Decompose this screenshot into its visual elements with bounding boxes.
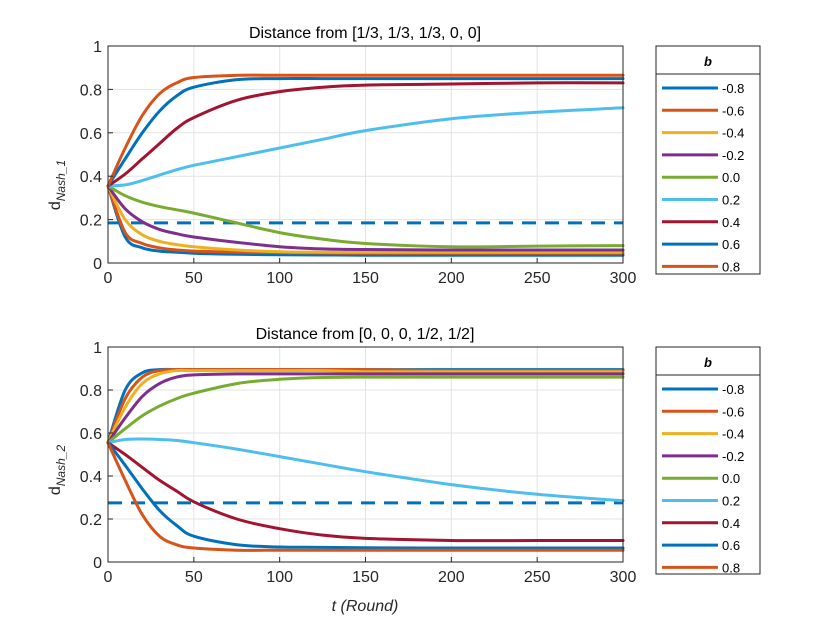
top-y-axis-label-sub: Nash_1 (54, 160, 68, 201)
top-ticks: 0 50 100 150 200 250 300 0 0.2 0.4 0.6 0.8 1 (80, 39, 637, 287)
top-series-line-0 (106, 184, 625, 257)
bottom-legend-label-1: -0.6 (722, 404, 744, 419)
bottom-x-tick-label-2: 100 (266, 569, 293, 586)
top-legend-label-7: 0.6 (722, 237, 740, 252)
top-y-tick-label-1: 0.2 (80, 213, 102, 230)
bottom-y-tick-label-4: 0.8 (80, 383, 102, 400)
top-legend-label-6: 0.4 (722, 215, 740, 230)
bottom-x-tick-label-0: 0 (104, 569, 113, 586)
bottom-series-group (106, 367, 625, 552)
bottom-chart-title: Distance from [0, 0, 0, 1/2, 1/2] (256, 326, 475, 343)
bottom-x-tick-label-6: 300 (610, 569, 637, 586)
bottom-y-tick-label-5: 1 (93, 340, 102, 357)
bottom-series-line-6 (106, 441, 625, 543)
bottom-ticks: 0 50 100 150 200 250 300 0 0.2 0.4 0.6 0.8 1 (80, 340, 637, 586)
bottom-y-axis-label: dNash_2 (47, 445, 68, 496)
top-series-line-7 (106, 77, 625, 188)
bottom-y-axis-label-sub: Nash_2 (54, 445, 68, 487)
top-y-tick-label-3: 0.6 (80, 126, 102, 143)
top-y-axis-label: dNash_1 (47, 160, 68, 210)
bottom-legend-label-2: -0.4 (722, 427, 744, 442)
top-legend-label-5: 0.2 (722, 193, 740, 208)
top-legend-label-1: -0.6 (722, 103, 744, 118)
top-legend-label-8: 0.8 (722, 259, 740, 274)
bottom-legend: b -0.8 -0.6 -0.4 -0.2 0.0 0.2 0.4 0.6 0.8 (655, 346, 761, 575)
top-y-tick-label-0: 0 (93, 256, 102, 273)
top-y-tick-label-2: 0.4 (80, 169, 102, 186)
top-series-line-6 (106, 81, 625, 188)
top-series-line-8 (106, 73, 625, 188)
top-series-line-5 (106, 106, 625, 188)
top-x-tick-label-0: 0 (104, 270, 113, 287)
x-axis-label: t (Round) (332, 598, 399, 615)
bottom-legend-label-4: 0.0 (722, 471, 740, 486)
bottom-x-tick-label-3: 150 (352, 569, 379, 586)
bottom-y-tick-label-1: 0.2 (80, 512, 102, 529)
bottom-series-line-8 (106, 441, 625, 552)
top-legend-title: b (704, 54, 712, 69)
bottom-x-tick-label-1: 50 (185, 569, 203, 586)
bottom-y-tick-label-0: 0 (93, 555, 102, 572)
top-x-tick-label-2: 100 (266, 270, 293, 287)
top-x-tick-label-6: 300 (610, 270, 637, 287)
bottom-series-line-2 (106, 368, 625, 445)
bottom-legend-label-8: 0.8 (722, 560, 740, 575)
top-legend: b -0.8 -0.6 -0.4 -0.2 0.0 0.2 0.4 0.6 0.8 (655, 45, 761, 275)
top-y-tick-label-4: 0.8 (80, 82, 102, 99)
top-legend-box (655, 45, 761, 275)
bottom-legend-title: b (704, 355, 712, 370)
top-y-axis-label-main: d (47, 201, 64, 210)
bottom-chart-panel: 0 50 100 150 200 250 300 0 0.2 0.4 0.6 0.8 1 Distanc… (47, 326, 761, 586)
bottom-x-tick-label-5: 250 (524, 569, 551, 586)
top-x-tick-label-5: 250 (524, 270, 551, 287)
bottom-series-line-5 (106, 437, 625, 503)
bottom-legend-label-6: 0.4 (722, 516, 740, 531)
top-legend-label-4: 0.0 (722, 170, 740, 185)
bottom-legend-label-7: 0.6 (722, 538, 740, 553)
bottom-y-tick-label-2: 0.4 (80, 469, 102, 486)
bottom-y-axis-label-main: d (47, 486, 64, 495)
bottom-legend-label-5: 0.2 (722, 494, 740, 509)
bottom-y-tick-label-3: 0.6 (80, 426, 102, 443)
top-series-line-3 (106, 184, 625, 252)
top-y-tick-label-5: 1 (93, 39, 102, 56)
bottom-x-tick-label-4: 200 (438, 569, 465, 586)
top-x-tick-label-3: 150 (352, 270, 379, 287)
bottom-series-line-4 (106, 375, 625, 445)
top-legend-label-2: -0.4 (722, 126, 744, 141)
bottom-legend-box (655, 346, 761, 575)
top-legend-items: -0.8 -0.6 -0.4 -0.2 0.0 0.2 0.4 0.6 0.8 (662, 81, 744, 274)
top-legend-label-0: -0.8 (722, 81, 744, 96)
top-legend-label-3: -0.2 (722, 148, 744, 163)
bottom-legend-label-3: -0.2 (722, 449, 744, 464)
bottom-legend-items: -0.8 -0.6 -0.4 -0.2 0.0 0.2 0.4 0.6 0.8 (662, 382, 744, 575)
top-x-tick-label-1: 50 (185, 270, 203, 287)
bottom-legend-label-0: -0.8 (722, 382, 744, 397)
top-chart-title: Distance from [1/3, 1/3, 1/3, 0, 0] (249, 25, 481, 42)
bottom-series-line-7 (106, 441, 625, 550)
top-series-group (106, 73, 625, 257)
top-series-line-2 (106, 184, 625, 254)
bottom-series-line-3 (106, 372, 625, 445)
top-x-tick-label-4: 200 (438, 270, 465, 287)
top-chart-panel: 0 50 100 150 200 250 300 0 0.2 0.4 0.6 0.8 1 Distanc… (47, 25, 761, 287)
top-series-line-4 (106, 184, 625, 249)
